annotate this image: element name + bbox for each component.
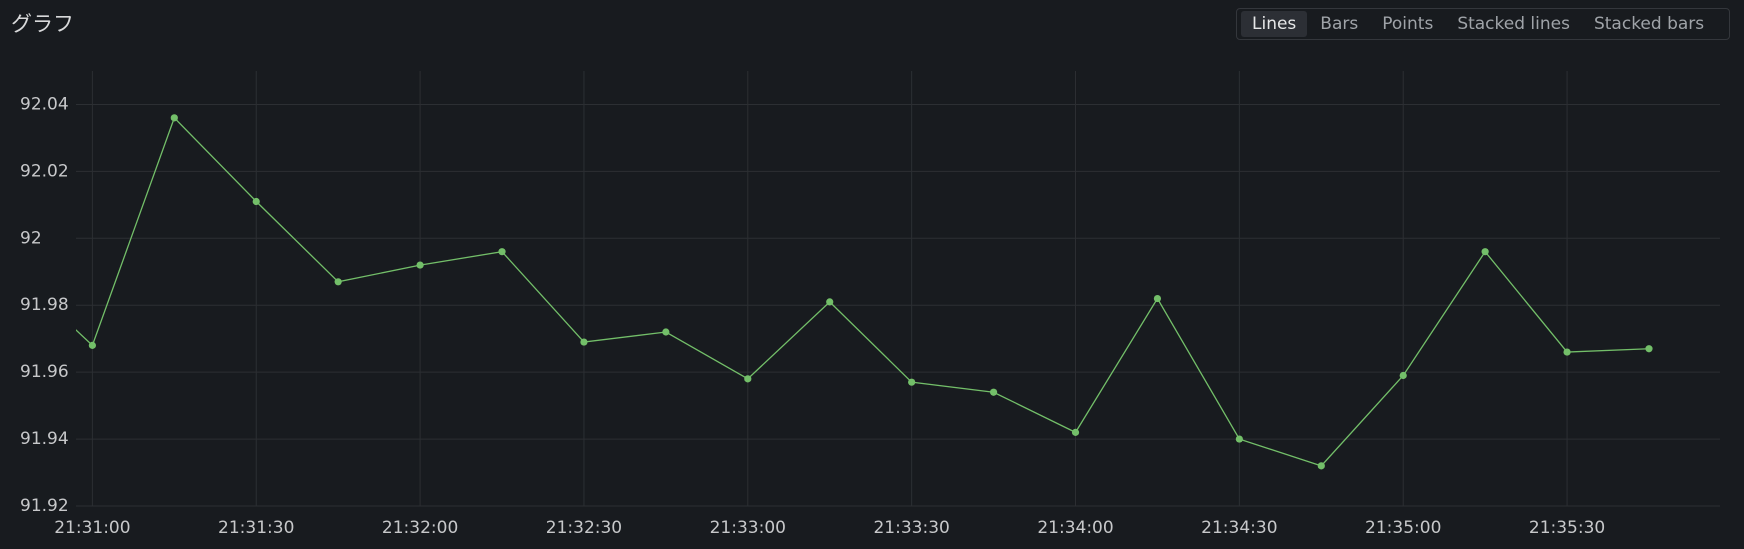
x-tick-label: 21:35:30 bbox=[1529, 518, 1605, 538]
y-tick-label: 91.92 bbox=[20, 496, 69, 516]
data-point bbox=[1645, 345, 1653, 353]
x-tick-label: 21:34:30 bbox=[1201, 518, 1277, 538]
data-point bbox=[1153, 294, 1162, 303]
mode-button[interactable]: Bars bbox=[1320, 14, 1359, 34]
x-tick-label: 21:33:00 bbox=[710, 518, 786, 538]
x-tick-label: 21:35:00 bbox=[1365, 518, 1441, 538]
mode-button[interactable]: Stacked lines bbox=[1457, 14, 1570, 34]
data-point bbox=[1071, 428, 1080, 436]
data-point bbox=[252, 197, 260, 206]
y-tick-label: 91.98 bbox=[20, 295, 69, 315]
x-tick-label: 21:34:00 bbox=[1037, 518, 1113, 538]
mode-button[interactable]: Lines bbox=[1241, 11, 1308, 37]
mode-button[interactable]: Points bbox=[1382, 14, 1434, 34]
data-point bbox=[1481, 248, 1489, 256]
data-point bbox=[416, 261, 424, 269]
data-point bbox=[908, 378, 916, 386]
y-tick-label: 92 bbox=[20, 228, 42, 248]
data-point bbox=[989, 388, 998, 396]
data-point bbox=[170, 114, 178, 122]
data-point bbox=[1563, 348, 1571, 356]
y-tick-label: 92.04 bbox=[20, 94, 69, 114]
y-tick-label: 91.96 bbox=[20, 362, 69, 382]
data-point bbox=[744, 375, 752, 383]
mode-button[interactable]: Stacked bars bbox=[1593, 14, 1705, 34]
data-point bbox=[7, 265, 14, 272]
data-point bbox=[826, 298, 834, 306]
data-point bbox=[662, 328, 670, 336]
panel-title: グラフ bbox=[11, 12, 74, 36]
mode-switch: Lines Bars Points Stacked lines Stacked bars bbox=[1236, 8, 1730, 40]
y-tick-label: 91.94 bbox=[20, 429, 69, 449]
data-point bbox=[498, 248, 506, 256]
data-point bbox=[1317, 462, 1325, 470]
y-tick-label: 92.02 bbox=[20, 161, 69, 181]
data-point bbox=[334, 278, 342, 286]
x-tick-label: 21:31:30 bbox=[218, 518, 294, 538]
plot-area bbox=[7, 114, 1653, 470]
x-tick-label: 21:32:00 bbox=[382, 518, 458, 538]
x-tick-label: 21:33:30 bbox=[873, 518, 949, 538]
x-tick-label: 21:31:00 bbox=[54, 518, 130, 538]
data-point bbox=[1399, 371, 1407, 380]
data-point bbox=[580, 338, 588, 346]
data-point bbox=[1235, 435, 1243, 443]
x-tick-label: 21:32:30 bbox=[546, 518, 622, 538]
data-point bbox=[88, 341, 96, 349]
